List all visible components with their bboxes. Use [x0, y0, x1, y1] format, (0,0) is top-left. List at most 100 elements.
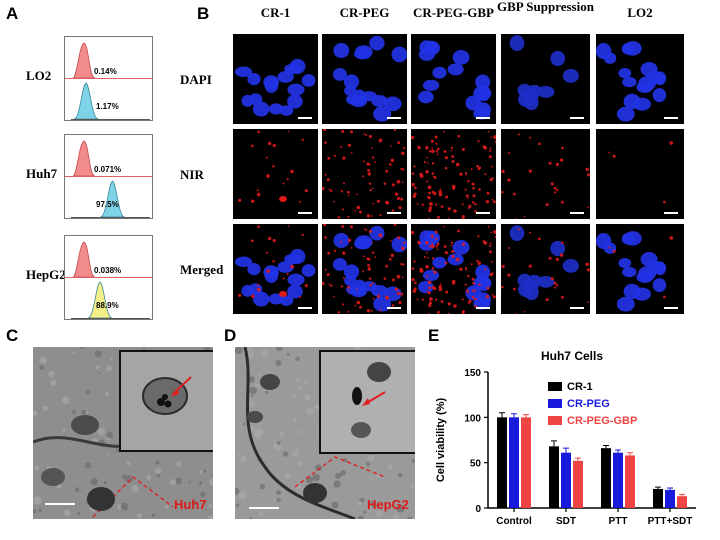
flow-histogram-1 [64, 134, 153, 219]
error-bar-CR-PEG-SDT [563, 447, 569, 453]
scale-bar [476, 212, 490, 214]
scale-bar [476, 117, 490, 119]
x-tick-label-1: SDT [556, 516, 576, 527]
bar-CR-PEG-GBP-PTT [625, 455, 635, 508]
microscopy-row-0: DAPI [180, 72, 212, 87]
microscopy-column-3: GBP Suppression [497, 0, 594, 14]
scale-bar [387, 307, 401, 309]
flow-axis [71, 119, 150, 120]
microscopy-tile-r2-c4 [596, 224, 684, 314]
em-image-huh7: Huh7 [33, 347, 213, 519]
x-tick-label-3: PTT+SDT [648, 516, 693, 527]
scale-bar [664, 307, 678, 309]
flow-row-label-2: HepG2 [26, 267, 66, 282]
microscopy-column-1: CR-PEG [339, 5, 390, 20]
em-label-huh7: Huh7 [174, 497, 207, 512]
scale-bar [570, 117, 584, 119]
bar-CR-1-PTT+SDT [653, 488, 663, 508]
legend-swatch-2 [548, 416, 562, 425]
bar-CR-PEG-GBP-SDT [573, 460, 583, 508]
flow-lower-percent-1: 97.5% [96, 200, 119, 209]
microscopy-tile-r2-c2 [411, 224, 496, 314]
error-bar-CR-1-Control [499, 412, 505, 418]
flow-upper-percent-0: 0.14% [94, 67, 117, 76]
error-bar-CR-PEG-GBP-Control [523, 414, 529, 418]
panel-label-c: C [6, 326, 19, 345]
chart-title: Huh7 Cells [541, 349, 603, 363]
flow-upper-percent-1: 0.071% [94, 165, 122, 174]
legend-label-2: CR-PEG-GBP [567, 415, 637, 427]
flow-upper-percent-2: 0.038% [94, 266, 122, 275]
em-inset-huh7 [119, 350, 213, 452]
flow-divider [65, 78, 152, 79]
em-image-hepg2: HepG2 [235, 347, 415, 519]
y-tick-label-2: 100 [464, 413, 481, 424]
flow-divider [65, 176, 152, 177]
flow-peaks-0 [72, 42, 99, 120]
microscopy-tile-r1-c3 [501, 129, 590, 219]
scale-bar [570, 307, 584, 309]
bar-CR-1-Control [497, 417, 507, 508]
microscopy-tile-r2-c3 [501, 224, 590, 314]
viability-bar-chart: Huh7 Cells Cell viability (%) 0 50 100 150 Con… [435, 349, 696, 527]
bar-CR-1-SDT [549, 446, 559, 508]
bar-CR-PEG-Control [509, 417, 519, 508]
y-axis-label: Cell viability (%) [435, 397, 447, 482]
microscopy-tile-r0-c1 [322, 34, 407, 124]
bar-CR-PEG-PTT [613, 452, 623, 508]
scale-bar [570, 212, 584, 214]
flow-lower-percent-2: 88.9% [96, 301, 119, 310]
bar-CR-PEG-SDT [561, 452, 571, 508]
error-bar-CR-PEG-PTT [615, 449, 621, 453]
scale-bar [387, 117, 401, 119]
panel-label-e: E [428, 326, 440, 345]
x-tick-label-2: PTT [609, 516, 628, 527]
microscopy-tile-r2-c0 [233, 224, 318, 314]
bar-CR-PEG-GBP-PTT+SDT [677, 496, 687, 508]
error-bar-CR-1-PTT [603, 444, 609, 449]
bar-CR-1-PTT [601, 448, 611, 508]
flow-row-label-0: LO2 [26, 68, 52, 83]
error-bar-CR-PEG-PTT+SDT [667, 487, 673, 490]
panel-label-a: A [6, 4, 19, 23]
scale-bar [298, 307, 312, 309]
flow-peaks-1 [72, 140, 125, 218]
microscopy-row-1: NIR [180, 167, 204, 182]
y-tick-label-3: 150 [464, 368, 481, 379]
microscopy-tile-r0-c0 [233, 34, 318, 124]
flow-axis [71, 318, 150, 319]
legend-swatch-0 [548, 382, 562, 391]
microscopy-tile-r1-c2 [411, 129, 496, 219]
flow-peaks-2 [72, 241, 113, 319]
error-bar-CR-PEG-GBP-SDT [575, 457, 581, 461]
error-bar-CR-PEG-GBP-PTT [627, 452, 633, 456]
bar-CR-PEG-GBP-Control [521, 417, 531, 508]
microscopy-tile-r1-c4 [596, 129, 684, 219]
flow-row-label-1: Huh7 [26, 166, 58, 181]
microscopy-column-4: LO2 [627, 5, 653, 20]
microscopy-tile-r2-c1 [322, 224, 407, 314]
bar-CR-PEG-PTT+SDT [665, 489, 675, 508]
y-tick-label-0: 0 [475, 504, 481, 515]
flow-divider [65, 277, 152, 278]
x-tick-label-0: Control [496, 516, 532, 527]
flow-histogram-2 [64, 235, 153, 320]
scale-bar [298, 117, 312, 119]
microscopy-tile-r0-c4 [596, 34, 684, 124]
em-label-hepg2: HepG2 [367, 497, 409, 512]
microscopy-column-2: CR-PEG-GBP [413, 5, 494, 20]
error-bar-CR-1-PTT+SDT [655, 486, 661, 489]
legend-swatch-1 [548, 399, 562, 408]
scale-bar [298, 212, 312, 214]
microscopy-tile-r1-c0 [233, 129, 318, 219]
error-bar-CR-PEG-Control [511, 413, 517, 418]
scale-bar [664, 117, 678, 119]
microscopy-column-0: CR-1 [260, 5, 291, 20]
error-bar-CR-PEG-GBP-PTT+SDT [679, 493, 685, 497]
scale-bar [664, 212, 678, 214]
legend-label-0: CR-1 [567, 381, 593, 393]
scale-bar [476, 307, 490, 309]
microscopy-row-2: Merged [180, 262, 224, 277]
microscopy-tile-r1-c1 [322, 129, 407, 219]
microscopy-tile-r0-c3 [501, 34, 590, 124]
